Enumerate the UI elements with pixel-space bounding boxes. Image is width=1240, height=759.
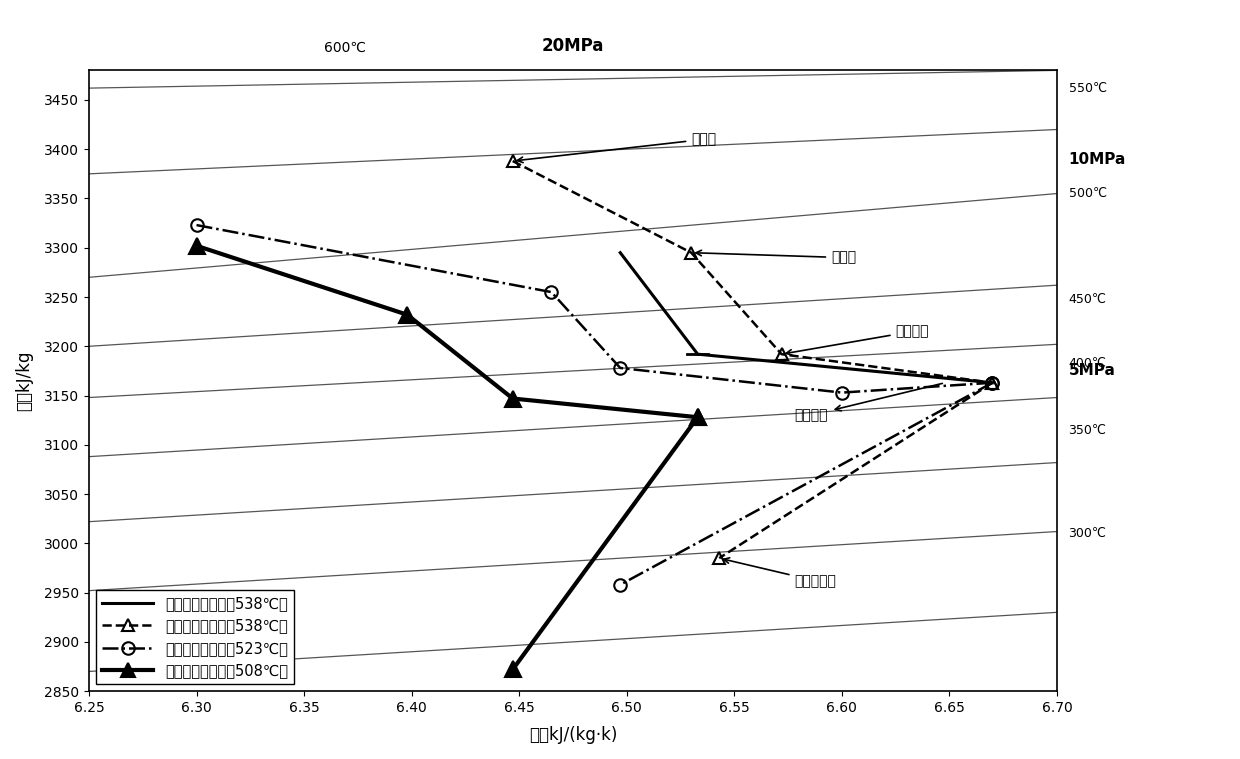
X-axis label: 熵，kJ/(kg·k): 熵，kJ/(kg·k) xyxy=(528,726,618,744)
Text: 300℃: 300℃ xyxy=(1069,527,1106,540)
Text: 350℃: 350℃ xyxy=(1069,424,1106,436)
Text: 主蒸汽: 主蒸汽 xyxy=(517,132,717,162)
有漏汽（主汽温度523℃） xyxy=(835,388,849,397)
有漏汽（主汽温度508℃） xyxy=(505,394,520,403)
Text: 5MPa: 5MPa xyxy=(1069,364,1116,379)
有漏汽（主汽温度538℃） xyxy=(985,378,999,387)
Text: 10MPa: 10MPa xyxy=(1069,152,1126,166)
Line: 有漏汽（主汽温度523℃）: 有漏汽（主汽温度523℃） xyxy=(190,219,998,398)
Legend: 无漏汽（主汽温度538℃）, 有漏汽（主汽温度538℃）, 有漏汽（主汽温度523℃）, 有漏汽（主汽温度508℃）: 无漏汽（主汽温度538℃）, 有漏汽（主汽温度538℃）, 有漏汽（主汽温度52… xyxy=(97,591,294,684)
Line: 无漏汽（主汽温度538℃）: 无漏汽（主汽温度538℃） xyxy=(620,253,992,383)
Text: 500℃: 500℃ xyxy=(1069,187,1106,200)
有漏汽（主汽温度523℃） xyxy=(188,221,203,230)
有漏汽（主汽温度523℃） xyxy=(985,378,999,387)
Line: 有漏汽（主汽温度538℃）: 有漏汽（主汽温度538℃） xyxy=(506,155,998,389)
有漏汽（主汽温度508℃） xyxy=(691,413,706,422)
Text: 一段抽汽: 一段抽汽 xyxy=(795,383,942,422)
Text: 450℃: 450℃ xyxy=(1069,292,1106,305)
Text: 调节级: 调节级 xyxy=(696,250,856,265)
有漏汽（主汽温度523℃） xyxy=(613,364,627,373)
Text: 600℃: 600℃ xyxy=(325,41,367,55)
有漏汽（主汽温度538℃） xyxy=(505,156,520,165)
Y-axis label: 奨，kJ/kg: 奨，kJ/kg xyxy=(15,351,33,411)
有漏汽（主汽温度508℃） xyxy=(399,310,414,320)
Text: 400℃: 400℃ xyxy=(1069,357,1106,370)
有漏汽（主汽温度523℃） xyxy=(544,288,559,297)
无漏汽（主汽温度538℃） xyxy=(985,378,999,387)
Text: 20MPa: 20MPa xyxy=(542,37,604,55)
无漏汽（主汽温度538℃） xyxy=(613,248,627,257)
无漏汽（主汽温度538℃） xyxy=(691,350,706,359)
有漏汽（主汽温度538℃） xyxy=(774,350,789,359)
Line: 有漏汽（主汽温度508℃）: 有漏汽（主汽温度508℃） xyxy=(188,238,706,425)
有漏汽（主汽温度538℃） xyxy=(683,248,698,257)
Text: 零段抽汽: 零段抽汽 xyxy=(786,325,929,355)
Text: 550℃: 550℃ xyxy=(1069,82,1106,95)
有漏汽（主汽温度508℃） xyxy=(188,241,203,250)
Text: 高压缸排汽: 高压缸排汽 xyxy=(724,558,836,587)
